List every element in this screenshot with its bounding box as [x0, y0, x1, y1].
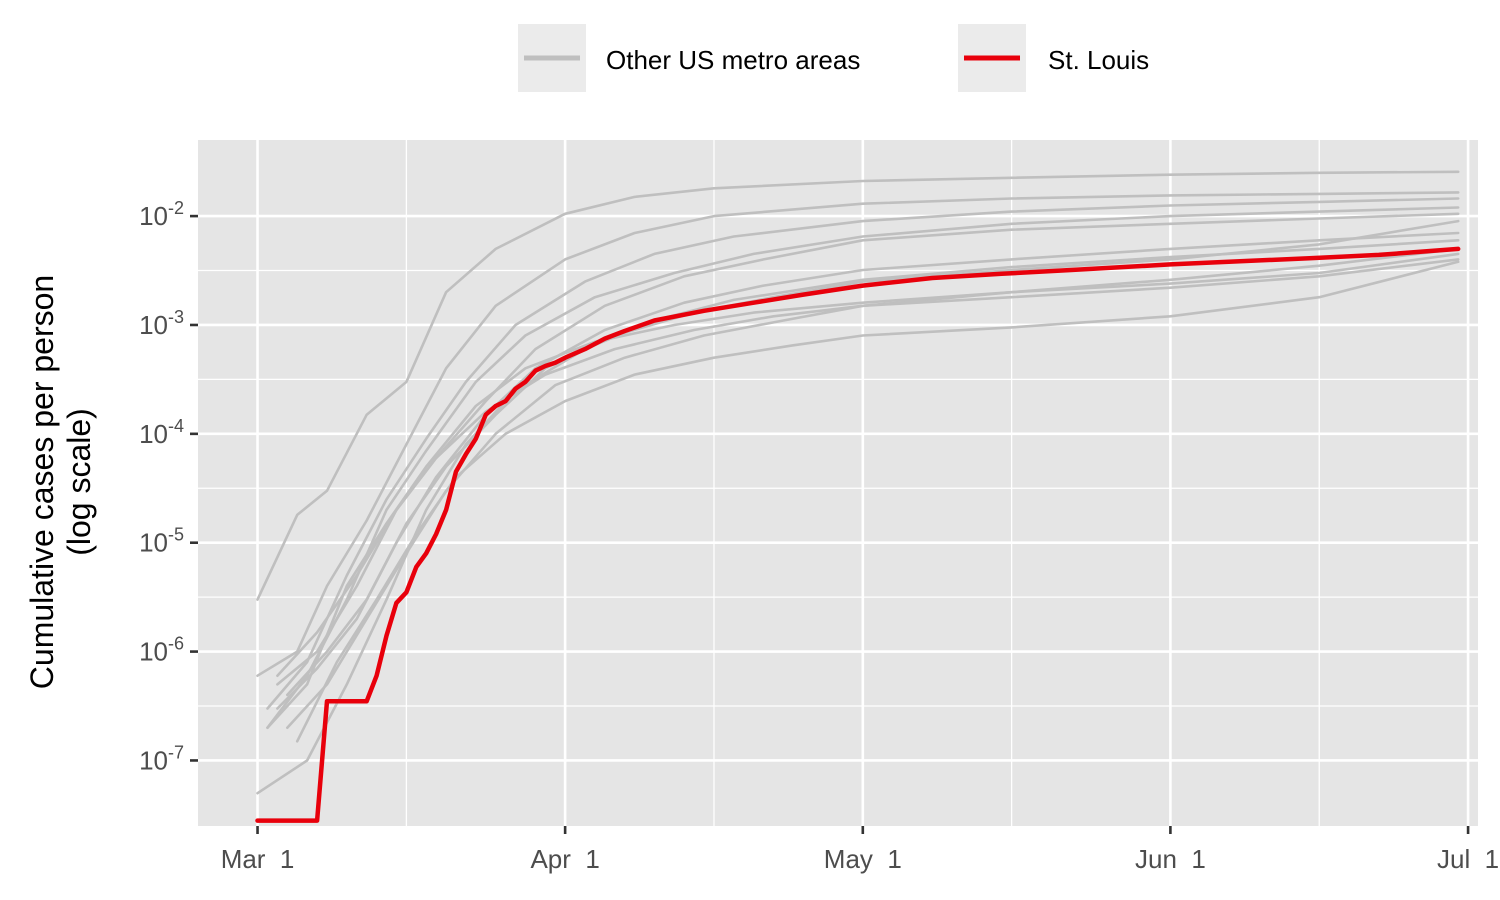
series-line-other-metro: [266, 197, 1460, 710]
legend-label-stlouis: St. Louis: [1048, 45, 1149, 75]
y-tick-label: 10-4: [139, 416, 184, 449]
legend-label-others: Other US metro areas: [606, 45, 860, 75]
series-line-st-louis: [255, 246, 1461, 823]
series-line-other-metro: [256, 191, 1460, 678]
grid-major: [198, 140, 1478, 826]
plot-panel: [198, 140, 1478, 826]
series-line-other-metro: [295, 260, 1460, 743]
legend: Other US metro areas St. Louis: [518, 24, 1149, 92]
series-line-other-metro: [276, 258, 1460, 678]
x-tick-label: Mar 1: [221, 844, 295, 874]
x-tick-label: Apr 1: [530, 844, 599, 874]
axes: Mar 1 Apr 1 May 1 Jun 1 Jul 1 10-7 10-6 10-5 10-…: [139, 198, 1499, 874]
y-axis-title-line2: (log scale): [61, 408, 97, 556]
x-tick-label: Jul 1: [1437, 844, 1499, 874]
x-tick-label: May 1: [824, 844, 902, 874]
y-tick-label: 10-5: [139, 525, 184, 558]
y-tick-label: 10-7: [139, 742, 184, 775]
y-axis-title: Cumulative cases per person (log scale): [24, 275, 97, 689]
series-lines: [255, 170, 1461, 823]
x-tick-label: Jun 1: [1135, 844, 1206, 874]
series-line-other-metro: [285, 247, 1460, 730]
y-tick-label: 10-2: [139, 198, 184, 231]
series-line-other-metro: [276, 212, 1460, 686]
y-tick-label: 10-6: [139, 634, 184, 667]
y-tick-label: 10-3: [139, 307, 184, 340]
series-line-other-metro: [256, 170, 1460, 601]
y-axis-title-line1: Cumulative cases per person: [24, 275, 60, 689]
